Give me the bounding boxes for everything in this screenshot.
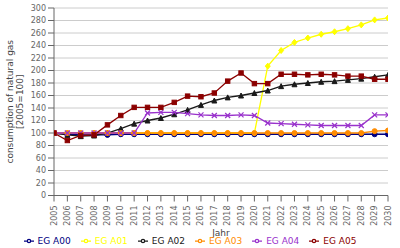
svg-text:2011: 2011 (130, 206, 139, 226)
svg-text:2014: 2014 (170, 206, 179, 226)
svg-text:2016: 2016 (196, 206, 205, 226)
svg-text:2017: 2017 (210, 206, 219, 226)
html-text:EG A05: EG A05 (323, 235, 357, 246)
svg-text:2023: 2023 (290, 206, 299, 226)
svg-text:300: 300 (31, 4, 46, 13)
svg-text:2027: 2027 (343, 206, 352, 226)
svg-text:2006: 2006 (63, 206, 72, 226)
svg-text:40: 40 (36, 166, 46, 175)
svg-text:60: 60 (36, 154, 46, 163)
svg-text:2025: 2025 (317, 206, 326, 226)
html-text:EG A03: EG A03 (209, 235, 243, 246)
svg-text:180: 180 (31, 79, 46, 88)
svg-text:120: 120 (31, 116, 46, 125)
svg-text:0: 0 (41, 191, 46, 200)
svg-text:2030: 2030 (384, 206, 393, 226)
svg-text:20: 20 (36, 179, 46, 188)
html-text:EG A01: EG A01 (94, 235, 128, 246)
svg-text:280: 280 (31, 16, 46, 25)
html-text:EG A02: EG A02 (151, 235, 185, 246)
svg-text:Jahr: Jahr (211, 228, 230, 238)
svg-text:2010: 2010 (116, 206, 125, 226)
svg-text:140: 140 (31, 104, 46, 113)
svg-text:2013: 2013 (156, 206, 165, 226)
svg-text:2020: 2020 (250, 206, 259, 226)
svg-text:[2005=100]: [2005=100] (15, 74, 25, 129)
svg-text:2022: 2022 (277, 206, 286, 226)
svg-text:2028: 2028 (357, 206, 366, 226)
html-text:EG A04: EG A04 (266, 235, 300, 246)
svg-text:240: 240 (31, 41, 46, 50)
svg-text:2026: 2026 (330, 206, 339, 226)
svg-text:2019: 2019 (237, 206, 246, 226)
svg-text:100: 100 (31, 129, 46, 138)
svg-text:160: 160 (31, 91, 46, 100)
svg-text:220: 220 (31, 54, 46, 63)
svg-text:260: 260 (31, 29, 46, 38)
svg-text:2009: 2009 (103, 206, 112, 226)
svg-text:2024: 2024 (303, 206, 312, 226)
svg-text:2008: 2008 (90, 206, 99, 226)
svg-text:2005: 2005 (50, 206, 59, 226)
svg-text:80: 80 (36, 141, 46, 150)
svg-text:2021: 2021 (263, 206, 272, 226)
svg-text:2018: 2018 (223, 206, 232, 226)
svg-text:2007: 2007 (76, 206, 85, 226)
svg-text:2012: 2012 (143, 206, 152, 226)
svg-text:200: 200 (31, 66, 46, 75)
svg-text:2029: 2029 (370, 206, 379, 226)
svg-text:2015: 2015 (183, 206, 192, 226)
html-text:EG A00: EG A00 (37, 235, 71, 246)
svg-text:consumption of natural gas: consumption of natural gas (8, 40, 15, 164)
